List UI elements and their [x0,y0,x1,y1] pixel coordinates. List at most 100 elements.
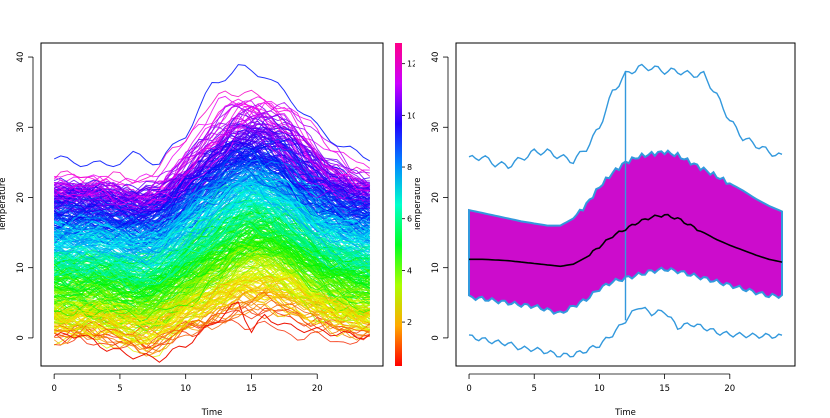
temperature-curve [54,223,370,267]
y-tick-label: 30 [431,122,441,133]
y-tick-label: 10 [16,262,26,273]
curves-group [53,64,371,363]
max-curve [53,64,371,168]
temperature-curve [54,100,370,204]
temperature-curve [54,250,370,311]
temperature-curve [54,142,370,235]
colorbar-tick-label: 12 [407,60,415,69]
x-tick-label: 15 [246,384,257,394]
colorbar-tick-label: 2 [407,318,412,327]
temperature-curve [53,141,370,202]
colorbar-tick-label: 10 [407,111,415,120]
y-axis-label: Temperature [415,178,423,233]
temperature-curve [54,224,370,322]
temperature-curve [54,239,370,295]
temperature-curve [53,129,371,203]
y-tick-label: 0 [16,335,26,340]
temperature-curve [54,282,370,339]
temperature-curve [53,275,371,331]
temperature-curve [54,272,370,320]
y-tick-label: 30 [16,122,26,133]
x-tick-label: 15 [659,384,670,394]
y-tick-label: 0 [431,335,441,340]
right-plot: 0 5 10 15 20 0 10 20 30 40 Time Temperature [415,42,796,418]
y-tick-label: 20 [16,192,26,203]
temperature-curve [54,140,371,225]
temperature-curve [54,194,370,285]
temperature-curve [53,245,371,295]
x-axis-label: Time [614,408,636,418]
x-tick-label: 10 [180,384,191,394]
temperature-curve [54,105,370,198]
x-tick-label: 0 [466,384,471,394]
temperature-curve [53,253,371,300]
temperature-curve [54,201,370,248]
temperature-curve [54,257,370,301]
temperature-curve [53,200,370,248]
temperature-curve [54,281,370,325]
temperature-curve [54,169,370,243]
temperature-curve [54,138,370,241]
temperature-curve [53,276,371,325]
colorbar-tick-label: 6 [407,215,412,224]
temperature-curve [54,159,371,243]
temperature-curve [54,102,371,198]
y-tick-label: 10 [431,262,441,273]
temperature-curve [53,248,371,318]
x-tick-label: 20 [312,384,323,394]
temperature-curve [53,289,371,322]
x-tick-label: 5 [117,384,122,394]
temperature-curve [53,234,371,315]
plot-frame [455,42,796,367]
temperature-curve [53,149,371,210]
temperature-curve [54,174,371,239]
temperature-curve [54,235,370,316]
temperature-curve [53,101,370,202]
temperature-curve [54,175,370,266]
temperature-curve [54,218,370,281]
x-tick-label: 0 [51,384,56,394]
temperature-curve [54,229,370,316]
temperature-curve [54,127,371,210]
temperature-curve [53,241,371,282]
x-tick-label: 10 [594,384,605,394]
temperature-curve [54,215,370,299]
temperature-curve [53,137,370,225]
temperature-curve [54,245,371,340]
temperature-curve [54,223,370,305]
temperature-curve [54,138,371,200]
temperature-curve [53,247,370,320]
temperature-curve [54,260,370,318]
temperature-curve [54,181,371,250]
temperature-curve [53,286,371,327]
y-tick-label: 40 [431,52,441,63]
y-tick-label: 20 [431,192,441,203]
temperature-curve [54,113,370,188]
y-axis-label: Temperature [0,178,8,233]
temperature-curve [54,104,370,210]
colorbar-tick-label: 8 [407,163,412,172]
x-tick-label: 20 [724,384,735,394]
plot-frame [40,42,384,367]
x-tick-label: 5 [532,384,537,394]
left-plot: 0 5 10 15 20 0 10 20 30 40 Time Temperature 2 4 6 8 10 12 [0,42,415,418]
temperature-curve [53,178,371,267]
temperature-curve [54,181,370,250]
temperature-curve [53,185,371,239]
temperature-curve [53,207,370,266]
y-tick-label: 40 [16,52,26,63]
temperature-curve [54,120,371,208]
temperature-curve [53,274,370,325]
temperature-curve [53,96,370,209]
min-envelope-line [468,306,783,358]
temperature-curve [54,180,371,233]
x-axis-label: Time [201,408,223,418]
temperature-curve [53,205,371,284]
temperature-curve [54,166,370,228]
temperature-curve [53,161,370,266]
min-curve [53,301,371,363]
temperature-curve [54,124,370,197]
temperature-curve [54,170,371,246]
temperature-curve [54,126,370,200]
